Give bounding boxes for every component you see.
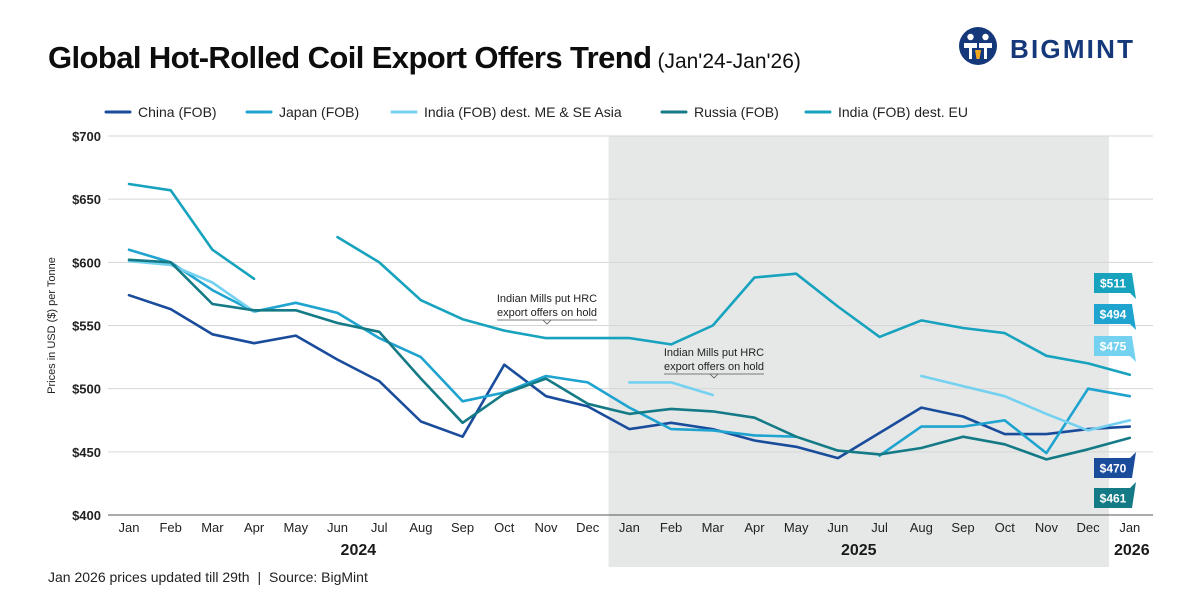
x-tick-label: May (284, 520, 309, 535)
footer-note: Jan 2026 prices updated till 29th (48, 569, 250, 585)
title-main: Global Hot-Rolled Coil Export Offers Tre… (48, 40, 652, 75)
x-tick-label: Jun (827, 520, 848, 535)
year-label: 2024 (341, 542, 377, 559)
y-tick-label: $450 (72, 445, 101, 460)
end-tag-shape (1094, 273, 1136, 299)
footer-separator: | (257, 569, 262, 585)
footer: Jan 2026 prices updated till 29th | Sour… (48, 569, 368, 585)
end-tag-label: $511 (1100, 277, 1126, 291)
end-tag-label: $461 (1100, 492, 1127, 506)
legend-label: Japan (FOB) (279, 104, 359, 120)
end-tag-shape (1094, 452, 1136, 478)
year-label: 2026 (1114, 542, 1150, 559)
y-tick-label: $550 (72, 319, 101, 334)
logo-mark-icon (959, 27, 997, 65)
x-tick-label: Sep (451, 520, 474, 535)
series-line (127, 259, 256, 313)
x-tick-label: Jul (871, 520, 888, 535)
annotation-text: Indian Mills put HRC (497, 293, 597, 305)
x-tick-label: Dec (1077, 520, 1101, 535)
end-tag-shape (1094, 482, 1136, 508)
title-subtitle: (Jan'24-Jan'26) (657, 50, 801, 73)
legend-item: India (FOB) dest. EU (804, 104, 968, 120)
x-tick-label: Feb (159, 520, 181, 535)
annotation-pointer (709, 373, 719, 379)
end-tag-label: $470 (1100, 462, 1127, 476)
x-tick-label: Jul (371, 520, 388, 535)
x-tick-label: Feb (660, 520, 682, 535)
y-tick-label: $700 (72, 129, 101, 144)
annotation: Indian Mills put HRC export offers on hol… (664, 347, 764, 379)
legend-label: India (FOB) dest. ME & SE Asia (424, 104, 622, 120)
series-line (127, 182, 256, 281)
series-line (919, 374, 1132, 432)
y-tick-label: $650 (72, 192, 101, 207)
end-value-tag: $494 (1094, 304, 1136, 330)
end-tag-label: $494 (1100, 308, 1127, 322)
annotation-text: export offers on hold (664, 361, 764, 373)
x-tick-label: Oct (494, 520, 515, 535)
series-line (127, 248, 798, 439)
annotation: Indian Mills put HRC export offers on hol… (497, 293, 597, 325)
series-line (336, 235, 1132, 377)
y-tick-label: $400 (72, 508, 101, 523)
x-tick-label: Oct (995, 520, 1016, 535)
x-tick-label: Mar (702, 520, 725, 535)
annotation-pointer (542, 319, 552, 325)
end-value-tag: $511 (1094, 273, 1136, 299)
end-tag-shape (1094, 336, 1136, 362)
year-label: 2025 (841, 542, 877, 559)
shaded-year-region (608, 136, 1109, 567)
y-tick-label: $600 (72, 255, 101, 270)
annotation-text: Indian Mills put HRC (664, 347, 764, 359)
series-line (127, 258, 1132, 461)
annotation-text: export offers on hold (497, 307, 597, 319)
footer-source: Source: BigMint (269, 569, 368, 585)
legend-item: Russia (FOB) (660, 104, 779, 120)
legend-label: Russia (FOB) (694, 104, 779, 120)
series-line (878, 387, 1132, 457)
end-value-tag: $475 (1094, 336, 1136, 362)
x-tick-label: Jun (327, 520, 348, 535)
x-tick-label: Jan (619, 520, 640, 535)
x-tick-label: Jan (119, 520, 140, 535)
y-axis-label: Prices in USD ($) per Tonne (46, 257, 58, 394)
x-tick-label: May (784, 520, 809, 535)
y-tick-label: $500 (72, 382, 101, 397)
logo-text: BIGMINT (1010, 34, 1136, 64)
chart-title: Global Hot-Rolled Coil Export Offers Tre… (48, 40, 801, 76)
legend-item: China (FOB) (104, 104, 217, 120)
x-tick-label: Jan (1119, 520, 1140, 535)
series-line (628, 381, 715, 397)
x-tick-label: Dec (576, 520, 600, 535)
x-tick-label: Apr (244, 520, 265, 535)
x-tick-label: Aug (910, 520, 933, 535)
end-value-tag: $461 (1094, 482, 1136, 508)
bigmint-logo: BIGMINT (958, 26, 1158, 70)
legend-label: China (FOB) (138, 104, 217, 120)
end-tag-shape (1094, 304, 1136, 330)
legend-item: Japan (FOB) (245, 104, 359, 120)
legend-label: India (FOB) dest. EU (838, 104, 968, 120)
x-tick-label: Nov (534, 520, 558, 535)
x-tick-label: Nov (1035, 520, 1059, 535)
x-tick-label: Apr (744, 520, 765, 535)
legend-item: India (FOB) dest. ME & SE Asia (390, 104, 622, 120)
end-value-tag: $470 (1094, 452, 1136, 478)
end-tag-label: $475 (1100, 340, 1127, 354)
x-tick-label: Aug (409, 520, 432, 535)
x-tick-label: Mar (201, 520, 224, 535)
x-tick-label: Sep (951, 520, 974, 535)
series-line (127, 293, 1132, 460)
